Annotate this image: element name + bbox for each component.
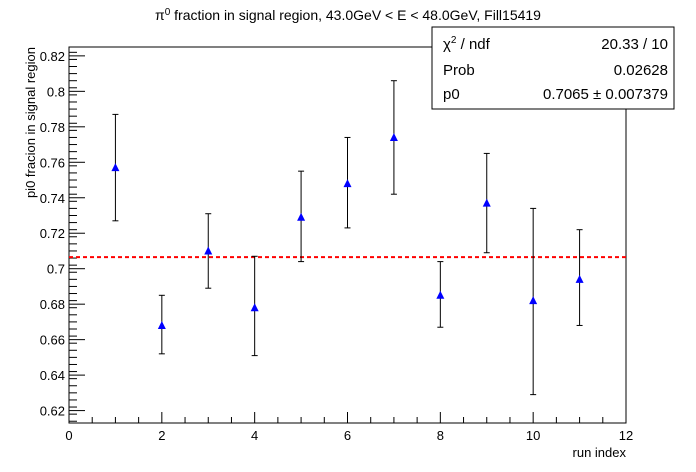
data-point (297, 212, 306, 221)
y-tick-label: 0.8 (47, 84, 65, 99)
y-tick-label: 0.7 (47, 262, 65, 277)
data-point (436, 290, 445, 299)
stats-value-p0: 0.7065 ± 0.007379 (543, 86, 668, 103)
stats-label-prob: Prob (443, 62, 475, 79)
data-point (157, 320, 166, 329)
data-point (111, 163, 120, 172)
stats-box-frame (431, 26, 675, 110)
y-tick-label: 0.74 (40, 191, 65, 206)
y-tick-label: 0.66 (40, 333, 65, 348)
stats-label-p0: p0 (443, 86, 460, 103)
data-point (389, 132, 398, 141)
data-point (204, 246, 213, 255)
x-tick-label: 10 (526, 428, 540, 443)
y-axis: 0.62 0.64 0.66 0.68 0.7 0.72 0.74 0.76 0.78 0.8 0.… (40, 49, 85, 422)
y-tick-label: 0.78 (40, 120, 65, 135)
x-tick-label: 6 (344, 428, 351, 443)
data-point (575, 274, 584, 283)
data-points (111, 80, 584, 396)
y-axis-label: pi0 fracion in signal region (23, 47, 38, 198)
y-tick-label: 0.82 (40, 49, 65, 64)
x-tick-label: 12 (619, 428, 633, 443)
y-tick-label: 0.72 (40, 226, 65, 241)
x-tick-label: 2 (158, 428, 165, 443)
stats-value-chi2: 20.33 / 10 (601, 36, 668, 53)
x-axis-label: run index (573, 445, 627, 460)
x-tick-label: 8 (437, 428, 444, 443)
x-tick-label: 0 (65, 428, 72, 443)
y-tick-label: 0.76 (40, 155, 65, 170)
data-point (482, 198, 491, 207)
stats-value-prob: 0.02628 (614, 62, 668, 79)
data-point (343, 179, 352, 188)
y-tick-label: 0.64 (40, 368, 65, 383)
x-axis: 0 2 4 6 8 10 12 (65, 412, 633, 443)
data-point (250, 303, 259, 312)
stats-label-chi2: χ2 / ndf (443, 35, 491, 53)
y-tick-label: 0.68 (40, 297, 65, 312)
y-tick-label: 0.62 (40, 404, 65, 419)
chart-title: π0 fraction in signal region, 43.0GeV < … (155, 7, 541, 23)
stats-box: χ2 / ndf 20.33 / 10 Prob 0.02628 p0 0.70… (431, 26, 675, 110)
data-point (529, 296, 538, 305)
x-tick-label: 4 (251, 428, 258, 443)
